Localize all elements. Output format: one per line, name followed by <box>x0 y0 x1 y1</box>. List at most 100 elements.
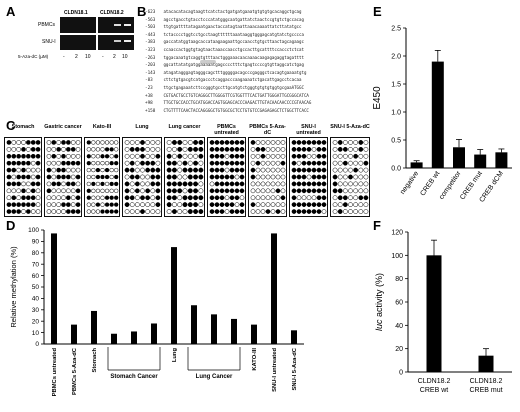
methylation-circles <box>166 139 204 215</box>
unmethylated-cpg <box>95 154 101 159</box>
sequence-position: +38 <box>145 93 153 99</box>
methylated-cpg <box>353 153 359 159</box>
sequence-text: tggacaaatgtcaggtgtttaactgggaaacaacaaaaca… <box>161 54 304 60</box>
methylated-cpg <box>109 147 114 152</box>
methylated-cpg <box>301 147 307 152</box>
panel-d-letter: D <box>6 218 16 233</box>
unmethylated-cpg <box>255 153 261 159</box>
unmethylated-cpg <box>46 181 52 187</box>
unmethylated-cpg <box>124 153 130 159</box>
methylated-cpg <box>86 154 91 159</box>
bar <box>51 233 57 344</box>
methylated-cpg <box>193 181 199 187</box>
unmethylated-cpg <box>86 174 91 180</box>
methylated-cpg <box>214 153 220 159</box>
methylated-cpg <box>342 202 348 208</box>
methylated-cpg <box>140 160 145 166</box>
unmethylated-cpg <box>56 160 61 166</box>
unmethylated-cpg <box>61 181 66 187</box>
methylated-cpg <box>316 153 322 159</box>
methylated-cpg <box>321 174 327 180</box>
methylation-grid <box>289 137 328 217</box>
methylated-cpg <box>316 188 322 194</box>
unmethylated-cpg <box>358 209 364 214</box>
methylated-cpg <box>30 153 36 159</box>
methylated-cpg <box>91 181 96 187</box>
methylated-cpg <box>35 160 41 166</box>
unmethylated-cpg <box>86 147 91 152</box>
methylated-cpg <box>209 140 215 145</box>
methylated-cpg <box>209 147 215 152</box>
methylation-circles <box>86 140 119 214</box>
unmethylated-cpg <box>95 209 101 214</box>
unmethylated-cpg <box>166 209 172 215</box>
methylated-cpg <box>275 188 281 194</box>
unmethylated-cpg <box>51 209 57 214</box>
methylated-cpg <box>214 195 220 201</box>
bar <box>271 233 277 344</box>
unmethylated-cpg <box>61 147 66 152</box>
unmethylated-cpg <box>363 153 369 159</box>
x-tick-label: SNU-I untreated <box>272 348 278 392</box>
methylated-cpg <box>26 160 31 166</box>
methylated-cpg <box>239 188 245 194</box>
methylated-cpg <box>214 167 220 173</box>
methylated-cpg <box>316 160 322 166</box>
methylated-cpg <box>219 160 225 166</box>
unmethylated-cpg <box>306 174 312 180</box>
unmethylated-cpg <box>109 140 114 145</box>
unmethylated-cpg <box>129 202 135 208</box>
sequence-position: -143 <box>145 70 156 76</box>
methylated-cpg <box>193 160 199 166</box>
methylated-cpg <box>193 174 199 180</box>
unmethylated-cpg <box>56 195 61 201</box>
methylated-cpg <box>21 174 26 180</box>
methylated-cpg <box>224 140 230 145</box>
methylated-cpg <box>134 181 140 187</box>
sequence-text: atacacatacagtaagttcatctactgatgatgaaatgtg… <box>161 9 302 14</box>
methylated-cpg <box>171 167 177 173</box>
panel-f-luciferase-chart: 0 20 40 60 80 100 120 luc activity (%) CLDN18.2 C… <box>374 230 512 394</box>
methylated-cpg <box>70 160 76 166</box>
methylated-cpg <box>114 181 119 187</box>
methylated-cpg <box>193 167 199 173</box>
methylation-circles <box>46 140 81 214</box>
gel-row-pbmcs: PBMCs <box>38 22 55 28</box>
unmethylated-cpg <box>353 146 359 152</box>
methylated-cpg <box>16 209 21 214</box>
methylated-cpg <box>239 160 245 166</box>
methylated-cpg <box>316 147 322 152</box>
methylated-cpg <box>114 195 119 200</box>
panel-f-letter: F <box>373 218 381 233</box>
methylated-cpg <box>342 146 348 152</box>
methylated-cpg <box>61 167 66 173</box>
methylated-cpg <box>193 146 199 152</box>
unmethylated-cpg <box>56 140 61 145</box>
methylated-cpg <box>234 153 240 159</box>
methylated-cpg <box>316 195 322 201</box>
methylated-cpg <box>129 195 135 201</box>
methylation-grid <box>330 137 370 217</box>
methylated-cpg <box>321 160 327 166</box>
methylated-cpg <box>150 167 156 173</box>
unmethylated-cpg <box>155 160 161 166</box>
methylated-cpg <box>75 209 81 214</box>
methylated-cpg <box>193 195 199 201</box>
unmethylated-cpg <box>6 147 12 152</box>
y-tick-label: 10 <box>32 330 40 337</box>
unmethylated-cpg <box>91 147 96 152</box>
unmethylated-cpg <box>145 174 151 180</box>
unmethylated-cpg <box>91 209 96 214</box>
methylated-cpg <box>95 174 101 180</box>
methylated-cpg <box>51 153 57 159</box>
unmethylated-cpg <box>140 202 145 208</box>
unmethylated-cpg <box>337 167 343 173</box>
unmethylated-cpg <box>363 167 369 173</box>
methylated-cpg <box>26 202 31 207</box>
unmethylated-cpg <box>187 139 193 145</box>
methylated-cpg <box>166 188 172 194</box>
methylated-cpg <box>291 202 297 207</box>
methylated-cpg <box>104 195 110 200</box>
methylated-cpg <box>193 209 199 215</box>
methylated-cpg <box>209 153 215 159</box>
